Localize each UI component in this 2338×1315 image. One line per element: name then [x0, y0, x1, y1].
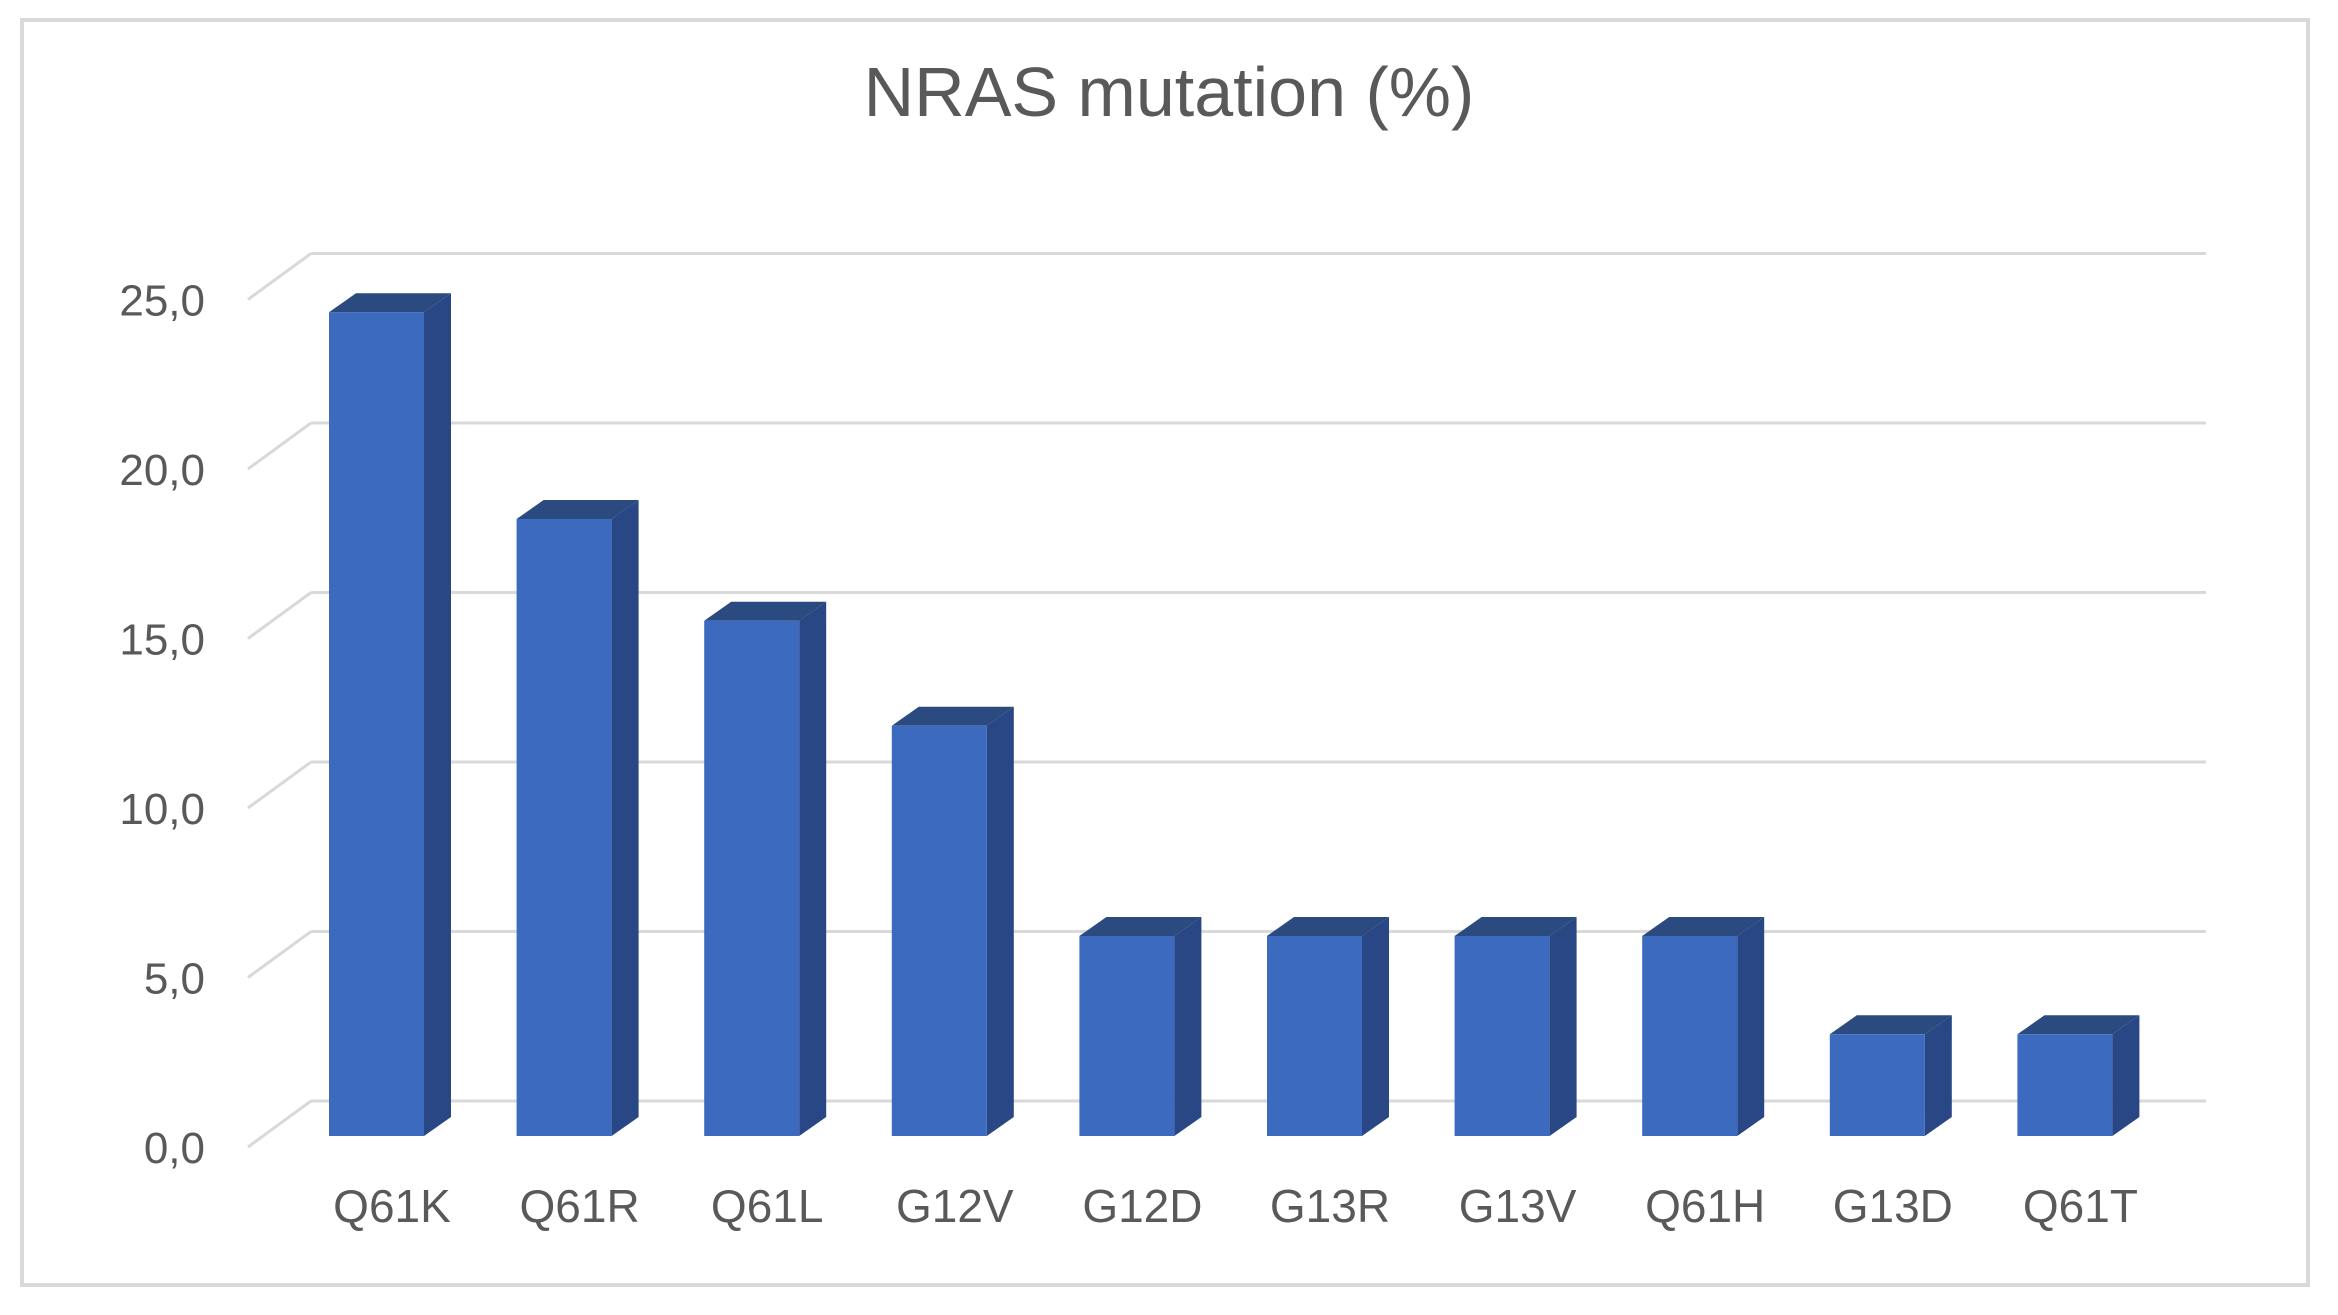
bar-top-Q61T: [2017, 1015, 2140, 1035]
y-tick-label: 25,0: [119, 277, 205, 326]
bar-top-G12D: [1079, 916, 1202, 936]
bar-top-G13R: [1267, 916, 1389, 936]
y-tick-label: 5,0: [144, 955, 205, 1004]
x-category-label: G12V: [896, 1180, 1014, 1232]
bar-Q61H: [1642, 935, 1738, 1136]
bar-top-Q61R: [516, 500, 639, 520]
bar-side-Q61K: [424, 293, 451, 1137]
x-category-label: Q61T: [2023, 1180, 2138, 1232]
bar-side-Q61T: [2112, 1015, 2140, 1136]
axis-depth-tick: [247, 930, 312, 979]
bar-side-Q61R: [611, 500, 639, 1136]
y-tick-label: 0,0: [144, 1124, 205, 1173]
y-tick-label: 15,0: [119, 616, 205, 665]
bar-side-G13D: [1924, 1015, 1952, 1136]
bar-side-Q61H: [1737, 916, 1765, 1136]
bar-side-G13R: [1362, 916, 1389, 1136]
axis-depth-tick: [247, 591, 312, 640]
bar-G12V: [891, 725, 987, 1136]
axis-depth-tick: [247, 252, 312, 301]
chart-title: NRAS mutation (%): [863, 53, 1475, 131]
x-category-label: G13R: [1270, 1180, 1390, 1232]
bar-top-G13D: [1829, 1015, 1952, 1035]
bar-top-G12V: [891, 706, 1014, 726]
bar-side-G12D: [1174, 916, 1202, 1136]
bar-top-G13V: [1454, 916, 1577, 936]
bar-top-Q61H: [1642, 916, 1765, 936]
bar-side-G12V: [986, 706, 1014, 1136]
y-tick-label: 20,0: [119, 446, 205, 495]
bar-G13D: [1829, 1034, 1925, 1136]
bar-Q61L: [704, 620, 800, 1136]
bar-side-G13V: [1549, 916, 1577, 1136]
x-category-label: Q61R: [520, 1180, 640, 1232]
axis-depth-tick: [247, 760, 312, 810]
bar-Q61T: [2017, 1034, 2113, 1136]
bar-Q61R: [516, 519, 612, 1136]
bar-side-Q61L: [799, 601, 827, 1136]
x-category-label: G13D: [1833, 1180, 1953, 1232]
y-tick-label: 10,0: [119, 785, 205, 834]
x-category-label: Q61H: [1645, 1180, 1765, 1232]
bar-Q61K: [329, 312, 424, 1137]
bar-top-Q61K: [329, 293, 451, 313]
axis-depth-tick: [247, 421, 312, 471]
x-category-label: Q61K: [333, 1180, 451, 1232]
x-category-label: G13V: [1459, 1180, 1577, 1232]
bar-G12D: [1079, 935, 1175, 1136]
bar-G13V: [1454, 935, 1550, 1136]
x-category-label: Q61L: [711, 1180, 824, 1232]
axis-depth-tick: [247, 1099, 312, 1149]
bar-top-Q61L: [704, 601, 827, 621]
bar-G13R: [1267, 935, 1362, 1136]
x-category-label: G12D: [1082, 1180, 1202, 1232]
